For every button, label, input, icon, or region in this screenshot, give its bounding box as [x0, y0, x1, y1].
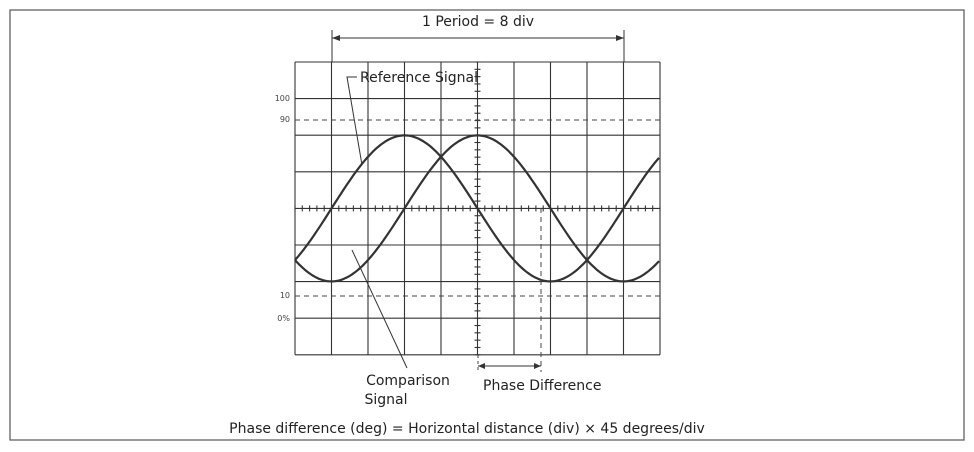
- scale-label: 100: [275, 94, 290, 103]
- frame: [9, 9, 965, 441]
- period-label: 1 Period = 8 div: [422, 14, 534, 30]
- comparison-leader: [351, 249, 408, 369]
- comparison-label: Signal: [364, 392, 407, 408]
- comparison-wave: [294, 134, 660, 283]
- scale-label: 10: [280, 291, 290, 300]
- scale-label: 90: [280, 115, 290, 124]
- formula: Phase difference (deg) = Horizontal dist…: [229, 421, 705, 437]
- arrowheads: [478, 363, 541, 369]
- graticule: [294, 61, 661, 356]
- reference-wave: [294, 134, 660, 283]
- scale-label: 0%: [277, 314, 290, 323]
- reference-leader: [346, 76, 363, 166]
- reference-label: Reference Signal: [360, 70, 478, 86]
- comparison-label: Comparison: [366, 373, 450, 389]
- phase-label: Phase Difference: [483, 378, 601, 394]
